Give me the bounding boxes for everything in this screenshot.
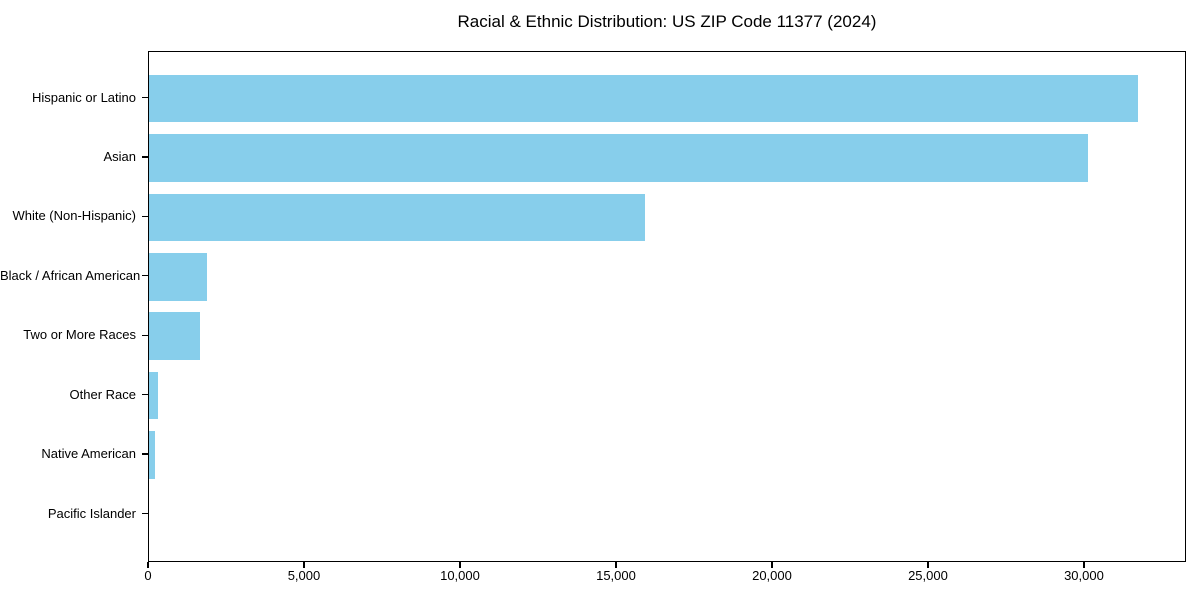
x-tick-mark (147, 562, 149, 568)
y-tick-label: White (Non-Hispanic) (12, 208, 136, 224)
y-tick-mark (142, 96, 148, 99)
y-tick-mark (142, 512, 148, 515)
bar (149, 431, 155, 479)
bar (149, 134, 1089, 182)
x-tick-label: 0 (144, 568, 152, 583)
bar (149, 253, 208, 301)
y-tick-label: Pacific Islander (47, 505, 136, 521)
x-tick-mark (927, 562, 929, 568)
x-tick-mark (1083, 562, 1085, 568)
x-tick-mark (615, 562, 617, 568)
y-tick-mark (142, 334, 148, 336)
bar (149, 371, 159, 420)
x-tick-mark (771, 562, 773, 568)
x-tick-label: 30,000 (1064, 568, 1104, 583)
y-tick-label: Other Race (69, 386, 136, 402)
y-tick-mark (142, 156, 148, 158)
y-tick-label: Hispanic or Latino (31, 89, 136, 105)
bar (149, 74, 1139, 123)
plot-area (148, 51, 1186, 562)
x-tick-mark (459, 562, 461, 568)
y-tick-mark (142, 453, 148, 455)
y-tick-mark (142, 394, 148, 396)
x-tick-label: 15,000 (596, 568, 636, 583)
bar (149, 193, 646, 242)
bar (149, 312, 201, 360)
y-tick-label: Black / African American (0, 267, 141, 283)
x-tick-mark (303, 562, 305, 568)
y-tick-mark (142, 275, 148, 277)
x-tick-label: 25,000 (908, 568, 948, 583)
y-tick-mark (142, 215, 148, 217)
y-tick-label: Asian (103, 148, 136, 164)
chart-title: Racial & Ethnic Distribution: US ZIP Cod… (457, 12, 877, 31)
x-tick-label: 20,000 (752, 568, 792, 583)
x-tick-label: 10,000 (440, 568, 480, 583)
y-tick-label: Native American (41, 446, 136, 462)
x-tick-label: 5,000 (287, 568, 321, 583)
y-tick-label: Two or More Races (23, 327, 136, 343)
